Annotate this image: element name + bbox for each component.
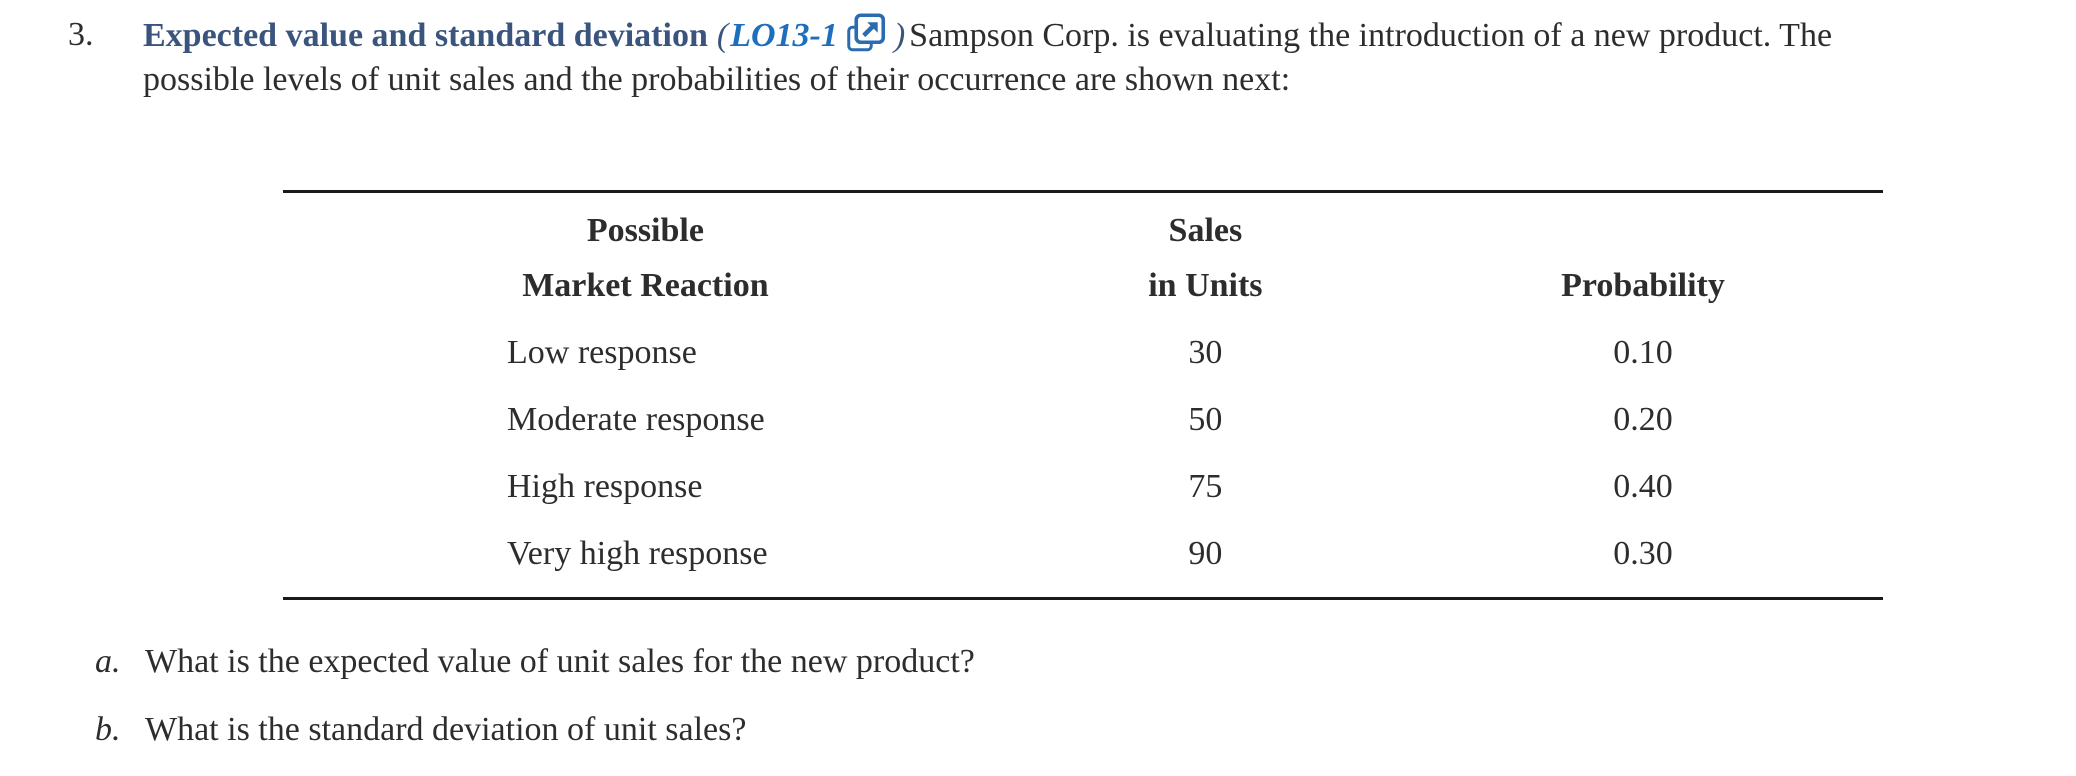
external-link-icon[interactable] <box>846 13 888 54</box>
lo-link[interactable]: LO13-1 <box>730 17 838 54</box>
cell-units: 90 <box>1188 535 1223 572</box>
col-header-probability: Probability <box>1561 267 1725 304</box>
problem-text: Expected value and standard deviation (LO… <box>143 13 2018 102</box>
question-b-label: b. <box>95 711 121 748</box>
cell-units: 50 <box>1188 401 1223 438</box>
cell-reaction: High response <box>507 468 703 505</box>
question-b-text: What is the standard deviation of unit s… <box>145 711 747 748</box>
question-a-text: What is the expected value of unit sales… <box>145 643 975 680</box>
lo-paren-open: ( <box>716 17 729 54</box>
problem-item: 3. Expected value and standard deviation… <box>68 13 2018 102</box>
cell-reaction: Low response <box>507 334 697 371</box>
problem-line1: Sampson Corp. is evaluating the introduc… <box>909 17 1833 54</box>
table-row: High response 75 0.40 <box>283 453 1883 520</box>
cell-probability: 0.10 <box>1613 334 1673 371</box>
problem-line2: possible levels of unit sales and the pr… <box>143 61 1291 98</box>
col-header-sales-in-units: Sales in Units <box>1148 212 1263 304</box>
question-a-label: a. <box>95 643 121 680</box>
problem-number: 3. <box>68 16 94 53</box>
cell-reaction: Very high response <box>507 535 768 572</box>
cell-units: 30 <box>1188 334 1223 371</box>
cell-reaction: Moderate response <box>507 401 765 438</box>
col-header-market-reaction: Possible Market Reaction <box>522 212 769 304</box>
cell-probability: 0.30 <box>1613 535 1673 572</box>
table-row: Very high response 90 0.30 <box>283 520 1883 599</box>
problem-title: Expected value and standard deviation <box>143 17 708 54</box>
sales-probability-table: Possible Market Reaction Sales in Units … <box>283 190 1883 600</box>
lo-paren-close: ) <box>893 17 906 54</box>
table-row: Low response 30 0.10 <box>283 319 1883 386</box>
questions-list: a. What is the expected value of unit sa… <box>95 640 975 776</box>
cell-probability: 0.40 <box>1613 468 1673 505</box>
cell-probability: 0.20 <box>1613 401 1673 438</box>
cell-units: 75 <box>1188 468 1223 505</box>
question-b: b. What is the standard deviation of uni… <box>95 708 975 752</box>
table-row: Moderate response 50 0.20 <box>283 386 1883 453</box>
question-a: a. What is the expected value of unit sa… <box>95 640 975 684</box>
table-header-row: Possible Market Reaction Sales in Units … <box>283 192 1883 320</box>
